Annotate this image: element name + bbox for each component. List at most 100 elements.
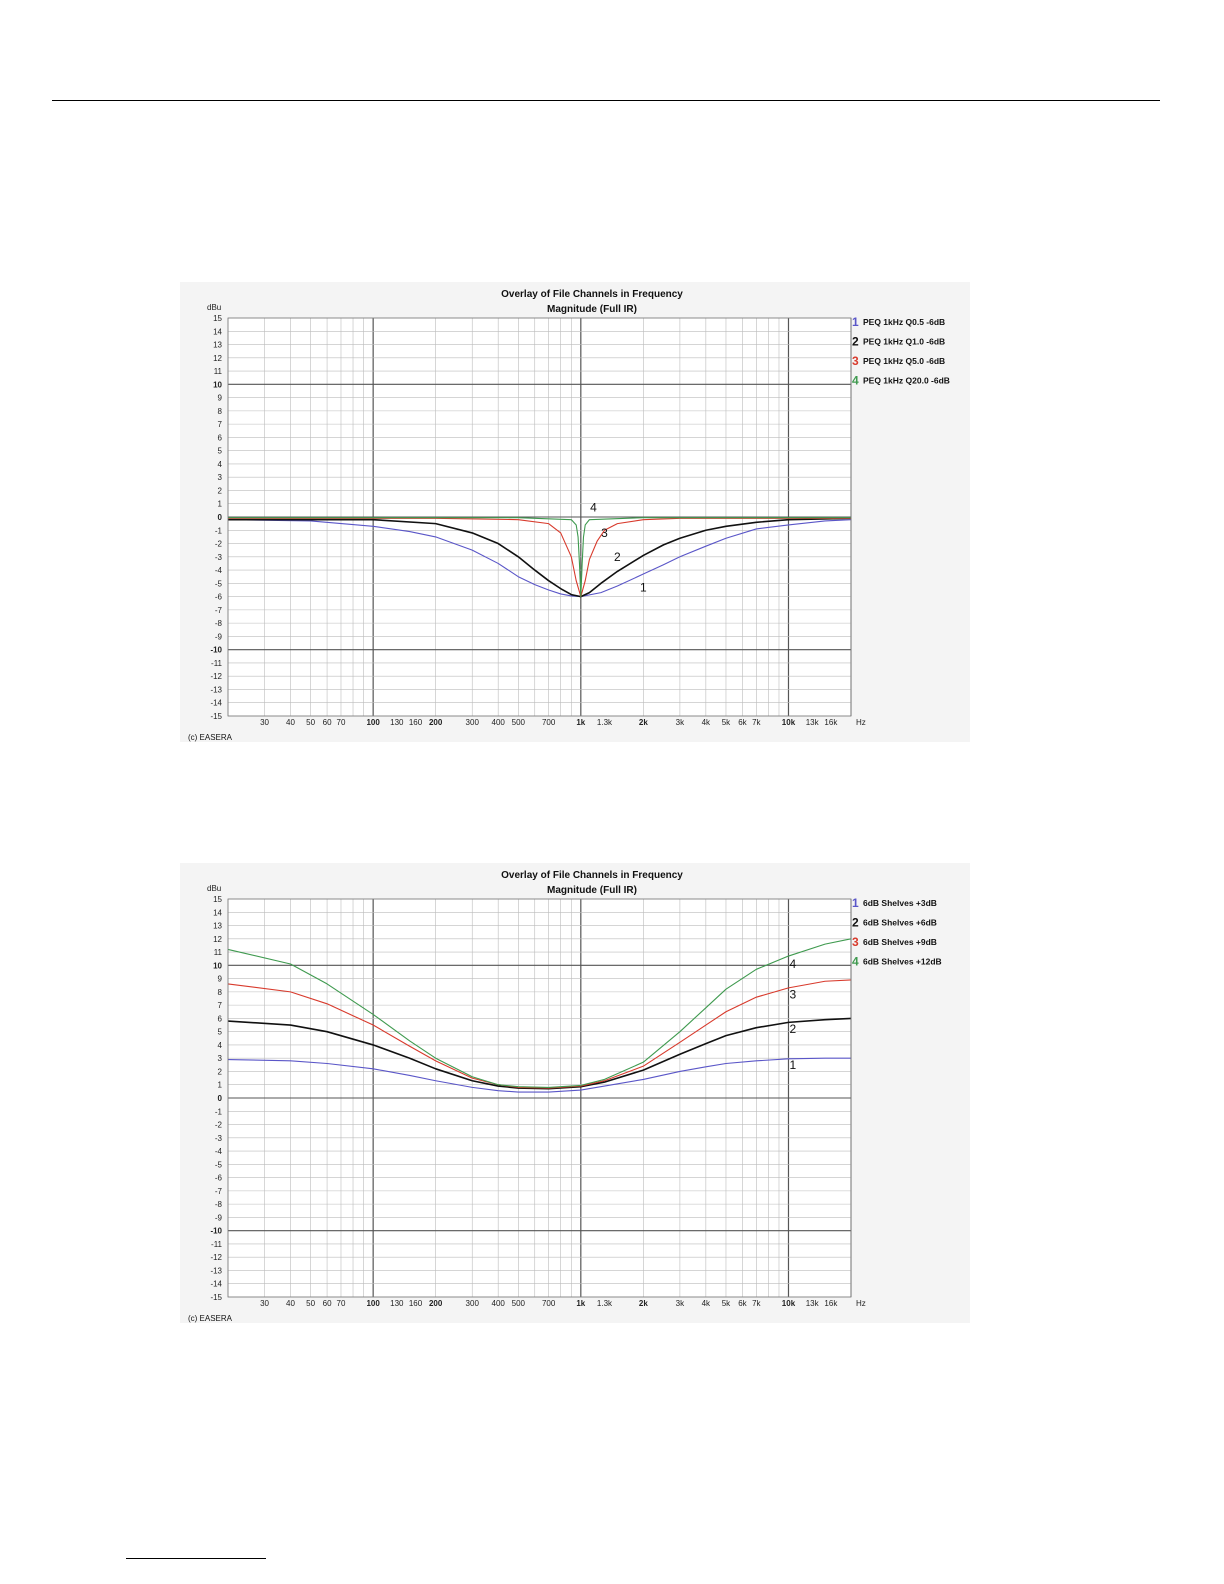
x-tick-label: 13k — [806, 718, 820, 727]
shelf-frequency-chart: Overlay of File Channels in Frequency Mag… — [180, 863, 970, 1323]
y-tick-label: -10 — [210, 1227, 222, 1236]
y-tick-label: 15 — [213, 895, 222, 904]
y-tick-label: -11 — [211, 1240, 223, 1249]
x-tick-label: 10k — [782, 718, 796, 727]
legend-label-4: 6dB Shelves +12dB — [863, 957, 942, 967]
legend-label-1: PEQ 1kHz Q0.5 -6dB — [863, 317, 945, 327]
peq-chart-svg: Overlay of File Channels in Frequency Mag… — [180, 282, 970, 742]
y-tick-label: -14 — [210, 1280, 222, 1289]
x-tick-label: 6k — [738, 718, 747, 727]
x-tick-label: 50 — [306, 718, 315, 727]
y-tick-label: -1 — [215, 1107, 223, 1116]
y-tick-label: 1 — [218, 500, 223, 509]
y-tick-label: 9 — [218, 975, 223, 984]
y-tick-label: -12 — [210, 1253, 222, 1262]
y-tick-label: 6 — [218, 433, 223, 442]
x-tick-label: 3k — [676, 718, 685, 727]
plot-frame — [227, 317, 852, 717]
x-tick-label: 2k — [639, 718, 648, 727]
legend: 1 6dB Shelves +3dB 2 6dB Shelves +6dB 3 6dB S… — [852, 896, 942, 969]
legend-label-2: PEQ 1kHz Q1.0 -6dB — [863, 337, 945, 347]
x-tick-label: 40 — [286, 1299, 295, 1308]
y-tick-label: -6 — [215, 593, 223, 602]
series-line-3 — [228, 517, 851, 598]
y-tick-label: 1 — [218, 1081, 223, 1090]
y-tick-labels: 1514131211109876543210-1-2-3-4-5-6-7-8-9… — [210, 314, 222, 721]
shelf-chart-svg: Overlay of File Channels in Frequency Mag… — [180, 863, 970, 1323]
y-tick-label: -8 — [215, 1200, 223, 1209]
y-tick-label: 11 — [214, 948, 223, 957]
x-tick-label: 1k — [576, 718, 585, 727]
x-tick-label: 30 — [260, 718, 269, 727]
curve-annotation-4: 4 — [790, 957, 797, 971]
copyright-label: (c) EASERA — [188, 1314, 233, 1323]
y-tick-label: 14 — [213, 908, 222, 917]
x-tick-label: 7k — [752, 1299, 761, 1308]
x-tick-label: 1.3k — [597, 1299, 613, 1308]
x-tick-label: 70 — [337, 1299, 346, 1308]
y-tick-label: -7 — [215, 606, 223, 615]
x-tick-label: 10k — [782, 1299, 796, 1308]
y-tick-label: -3 — [215, 1134, 223, 1143]
x-tick-label: 700 — [542, 1299, 556, 1308]
legend-label-1: 6dB Shelves +3dB — [863, 898, 937, 908]
curve-annotation-1: 1 — [640, 580, 647, 594]
y-tick-label: 12 — [213, 354, 222, 363]
x-tick-label: 500 — [512, 1299, 526, 1308]
legend-label-3: PEQ 1kHz Q5.0 -6dB — [863, 356, 945, 366]
legend-label-3: 6dB Shelves +9dB — [863, 937, 937, 947]
x-tick-label: 400 — [492, 718, 506, 727]
x-tick-label: 130 — [390, 718, 404, 727]
x-tick-label: 160 — [409, 718, 423, 727]
y-tick-label: -6 — [215, 1174, 223, 1183]
legend-number-1: 1 — [852, 896, 859, 910]
x-tick-label: 300 — [466, 1299, 480, 1308]
x-tick-label: 100 — [366, 718, 380, 727]
y-tick-label: 6 — [218, 1014, 223, 1023]
y-tick-label: 7 — [218, 1001, 223, 1010]
series-line-4 — [227, 938, 852, 1088]
chart-title: Overlay of File Channels in Frequency — [501, 289, 683, 300]
series-group — [227, 517, 852, 598]
y-tick-label: -2 — [215, 1121, 223, 1130]
y-tick-label: 0 — [218, 1094, 223, 1103]
y-tick-label: -4 — [215, 566, 223, 575]
x-tick-label: 70 — [337, 718, 346, 727]
peq-frequency-chart: Overlay of File Channels in Frequency Mag… — [180, 282, 970, 742]
x-tick-label: 100 — [366, 1299, 380, 1308]
y-tick-label: -2 — [215, 540, 223, 549]
y-axis-unit: dBu — [207, 303, 221, 312]
y-tick-label: 13 — [213, 341, 222, 350]
legend-number-4: 4 — [852, 374, 859, 388]
x-tick-label: 30 — [260, 1299, 269, 1308]
series-line-1 — [227, 1057, 851, 1093]
x-tick-label: 5k — [722, 718, 731, 727]
y-tick-label: -3 — [215, 553, 223, 562]
legend-number-4: 4 — [852, 955, 859, 969]
curve-annotation-4: 4 — [590, 501, 597, 515]
x-tick-label: 50 — [306, 1299, 315, 1308]
legend: 1 PEQ 1kHz Q0.5 -6dB 2 PEQ 1kHz Q1.0 -6dB 3 P… — [852, 315, 950, 388]
x-tick-label: 4k — [702, 718, 711, 727]
x-tick-label: 700 — [542, 718, 556, 727]
x-tick-label: 400 — [492, 1299, 506, 1308]
curve-annotation-2: 2 — [614, 550, 621, 564]
legend-number-2: 2 — [852, 335, 859, 349]
x-tick-label: 300 — [466, 718, 480, 727]
y-tick-label: -12 — [210, 672, 222, 681]
y-tick-label: 14 — [213, 327, 222, 336]
x-tick-label: 13k — [806, 1299, 820, 1308]
y-tick-label: 2 — [218, 486, 223, 495]
legend-label-4: PEQ 1kHz Q20.0 -6dB — [863, 376, 950, 386]
x-tick-label: 160 — [409, 1299, 423, 1308]
x-tick-label: 200 — [429, 1299, 443, 1308]
y-tick-label: 5 — [218, 447, 223, 456]
y-tick-label: 4 — [218, 1041, 223, 1050]
y-tick-label: 3 — [218, 1054, 223, 1063]
y-tick-label: 11 — [214, 367, 223, 376]
x-tick-label: 60 — [323, 1299, 332, 1308]
y-tick-label: 8 — [218, 407, 223, 416]
x-tick-label: 16k — [824, 1299, 838, 1308]
y-tick-label: -1 — [215, 526, 223, 535]
y-tick-label: 15 — [213, 314, 222, 323]
